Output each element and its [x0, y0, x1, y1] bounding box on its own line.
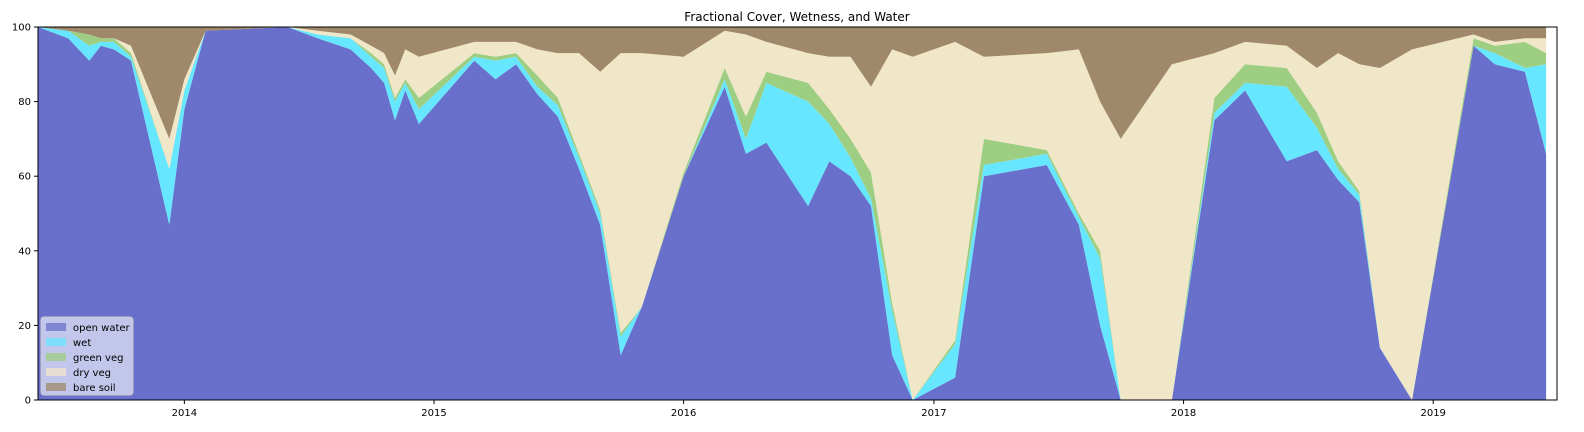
- legend-swatch-dry-veg: [46, 368, 66, 376]
- legend-label-bare-soil: bare soil: [73, 383, 116, 394]
- area-open-water: [38, 27, 1547, 400]
- y-tick-label: 100: [12, 23, 31, 34]
- legend: open water wet green veg dry veg bare soil: [40, 316, 134, 396]
- y-tick-label: 20: [18, 321, 31, 332]
- y-tick-label: 60: [18, 172, 31, 183]
- legend-label-green-veg: green veg: [73, 353, 123, 364]
- legend-swatch-wet: [46, 338, 66, 346]
- x-tick-label: 2019: [1420, 408, 1445, 419]
- area-bare-soil: [38, 27, 1547, 139]
- legend-label-open-water: open water: [73, 323, 131, 334]
- legend-label-wet: wet: [73, 338, 91, 349]
- legend-label-dry-veg: dry veg: [73, 368, 111, 379]
- legend-swatch-bare-soil: [46, 383, 66, 391]
- plot-frame: [37, 26, 1558, 401]
- x-tick-label: 2014: [172, 408, 197, 419]
- y-tick-label: 80: [18, 97, 31, 108]
- x-tick-label: 2015: [421, 408, 446, 419]
- stacked-areas: [38, 27, 1547, 400]
- x-tick-label: 2017: [921, 408, 946, 419]
- x-tick-label: 2016: [671, 408, 696, 419]
- axes: 0 20 40 60 80 100 2014 2015 2016 2017 2018 2019: [12, 23, 1558, 419]
- area-wet: [38, 27, 1547, 400]
- y-tick-label: 0: [25, 396, 31, 407]
- area-dry-veg: [38, 27, 1547, 400]
- legend-swatch-open-water: [46, 323, 66, 331]
- chart-title: Fractional Cover, Wetness, and Water: [684, 10, 909, 24]
- x-tick-label: 2018: [1171, 408, 1196, 419]
- legend-swatch-green-veg: [46, 353, 66, 361]
- y-tick-label: 40: [18, 246, 31, 257]
